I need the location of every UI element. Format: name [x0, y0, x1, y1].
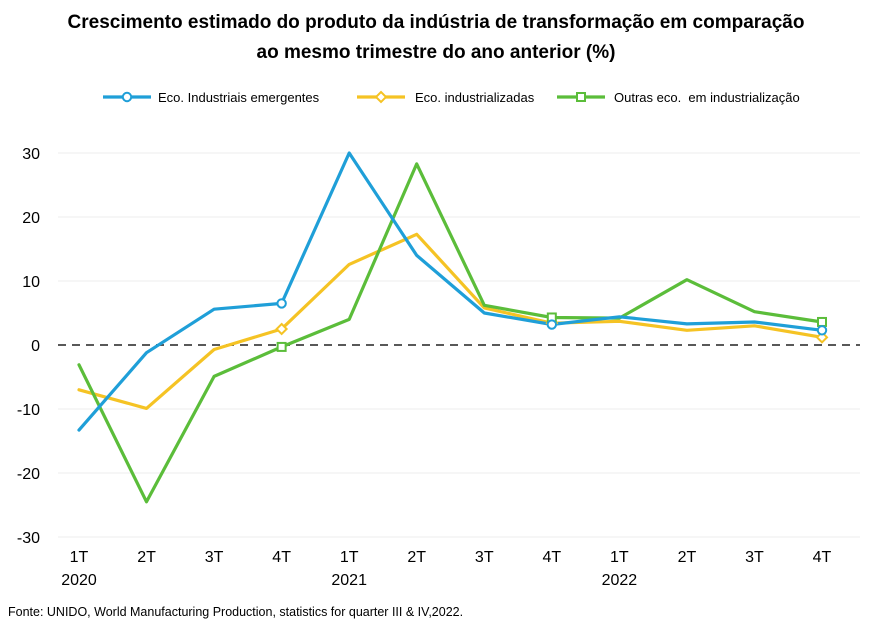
series-line-1: [77, 151, 824, 432]
y-tick-label: 20: [22, 210, 40, 227]
x-tick-label: 2T: [137, 549, 156, 566]
x-year-label: 2022: [602, 572, 638, 589]
legend-swatch-marker: [576, 92, 586, 102]
y-tick-label: -10: [17, 402, 40, 419]
x-tick-label: 1T: [610, 549, 629, 566]
legend-swatch-marker: [121, 91, 133, 103]
y-axis-tick-labels: 30 20 10 0 -10 -20 -30: [17, 146, 40, 547]
legend-swatch-marker: [374, 90, 388, 104]
legend: Eco. Industriais emergentes Eco. industri…: [103, 90, 800, 105]
series-markers: [275, 298, 829, 352]
data-point-marker: [816, 325, 828, 336]
y-tick-label: 0: [31, 338, 40, 355]
x-year-label: 2020: [61, 572, 97, 589]
chart-title-line-2: ao mesmo trimestre do ano anterior (%): [256, 42, 616, 63]
series-line-3: [77, 162, 824, 504]
x-tick-label: 1T: [340, 549, 359, 566]
data-point-marker: [275, 322, 289, 336]
data-point-marker: [276, 298, 287, 309]
x-tick-label: 1T: [70, 549, 89, 566]
series-line-2: [77, 232, 824, 410]
y-tick-label: -20: [17, 466, 40, 483]
data-point-marker: [276, 341, 287, 352]
data-point-marker: [817, 316, 827, 327]
chart-title: Crescimento estimado do produto da indús…: [0, 8, 872, 68]
chart-title-line-1: Crescimento estimado do produto da indús…: [67, 12, 805, 33]
x-tick-label: 2T: [678, 549, 697, 566]
x-tick-label: 4T: [272, 549, 291, 566]
x-axis-tick-labels: 1T 2T 3T 4T 1T 2T 3T 4T 1T 2T 3T 4T 2020 2021 2022: [61, 549, 831, 589]
source-note: Fonte: UNIDO, World Manufacturing Produc…: [8, 605, 464, 619]
legend-label: Eco. industrializadas: [415, 90, 535, 105]
x-year-label: 2021: [331, 572, 367, 589]
x-tick-label: 3T: [205, 549, 224, 566]
legend-label: Outras eco. em industrialização: [614, 90, 800, 105]
x-tick-label: 3T: [475, 549, 494, 566]
x-tick-label: 3T: [745, 549, 764, 566]
legend-label: Eco. Industriais emergentes: [158, 90, 320, 105]
data-point-marker: [546, 319, 558, 330]
gridlines: [58, 152, 860, 538]
x-tick-label: 4T: [542, 549, 561, 566]
y-tick-label: 30: [22, 146, 40, 163]
series-lines: [77, 151, 824, 504]
y-tick-label: 10: [22, 274, 40, 291]
x-tick-label: 4T: [813, 549, 832, 566]
x-tick-label: 2T: [407, 549, 426, 566]
y-tick-label: -30: [17, 530, 40, 547]
